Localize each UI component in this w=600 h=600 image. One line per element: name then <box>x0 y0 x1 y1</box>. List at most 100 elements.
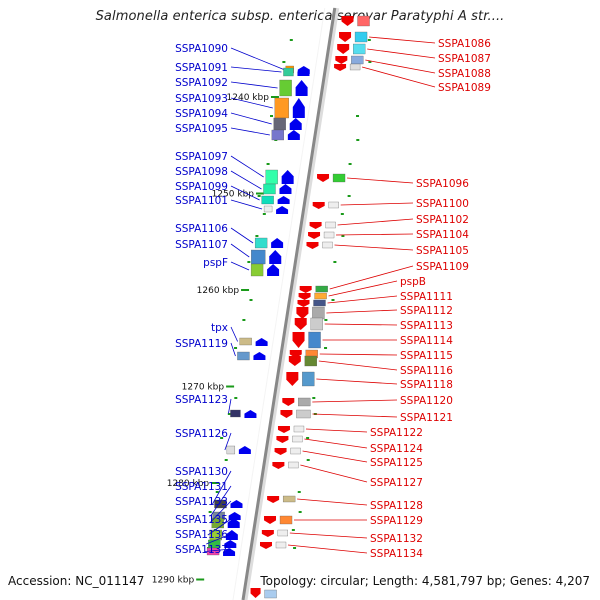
reverse-gene-box <box>293 425 305 433</box>
reverse-gene-arrow <box>335 56 348 64</box>
reverse-gene-box <box>279 515 293 525</box>
reverse-gene-label: SSPA1121 <box>400 412 453 424</box>
forward-gene-box <box>230 409 241 418</box>
reverse-gene-connector <box>334 244 414 251</box>
reverse-gene-connector <box>327 295 398 304</box>
forward-gene-connector <box>230 47 284 70</box>
forward-gene-arrow <box>289 118 302 130</box>
reverse-gene-label: SSPA1111 <box>400 291 453 303</box>
reverse-gene-arrow <box>277 426 290 433</box>
reverse-gene-arrow <box>292 332 305 348</box>
forward-gene-label: SSPA1093 <box>175 93 228 105</box>
reverse-gene-box <box>322 241 333 249</box>
reverse-gene-box <box>298 397 311 407</box>
forward-gene-connector <box>212 470 232 505</box>
reverse-gene-connector <box>340 202 414 206</box>
forward-gene-connector <box>230 261 250 271</box>
forward-gene-label: SSPA1099 <box>175 181 228 193</box>
reverse-gene-box <box>312 306 325 320</box>
reverse-gene-label: SSPA1115 <box>400 350 453 362</box>
scale-tick-label: 1250 kbp <box>212 190 255 200</box>
forward-gene-arrow <box>227 518 240 528</box>
reverse-gene-label: SSPA1104 <box>416 229 469 241</box>
reverse-gene-connector <box>336 233 414 236</box>
reverse-gene-label: SSPA1109 <box>416 261 469 273</box>
reverse-gene-arrow <box>337 44 350 54</box>
forward-gene-connector <box>230 155 264 178</box>
forward-gene-connector <box>230 243 250 258</box>
forward-gene-box <box>261 195 274 205</box>
reverse-gene-label: SSPA1132 <box>370 533 423 545</box>
forward-gene-label: SSPA1135 <box>175 514 228 526</box>
reverse-gene-arrow <box>298 293 311 300</box>
reverse-gene-connector <box>318 360 398 371</box>
scale-tick-label: 1260 kbp <box>197 286 240 296</box>
reverse-gene-box <box>304 355 317 367</box>
forward-gene-label: SSPA1091 <box>175 62 228 74</box>
forward-gene-label: SSPA1126 <box>175 428 228 440</box>
reverse-gene-connector <box>302 450 368 463</box>
reverse-gene-connector <box>312 413 398 418</box>
forward-gene-label: SSPA1133 <box>175 496 228 508</box>
reverse-gene-arrow <box>308 232 321 239</box>
forward-gene-arrow <box>281 170 294 184</box>
forward-gene-box <box>263 205 273 213</box>
reverse-gene-arrow <box>317 174 330 182</box>
reverse-gene-arrow <box>306 242 319 249</box>
reverse-gene-connector <box>326 309 398 314</box>
reverse-gene-box <box>315 285 328 293</box>
forward-gene-arrow <box>244 410 257 418</box>
reverse-gene-label: SSPA1122 <box>370 427 423 439</box>
forward-gene-arrow <box>230 500 243 508</box>
forward-gene-connector <box>230 66 282 73</box>
forward-gene-arrow <box>223 548 236 556</box>
reverse-gene-connector <box>304 438 368 449</box>
reverse-gene-connector <box>289 532 368 539</box>
reverse-gene-box <box>288 461 299 469</box>
forward-gene-arrow <box>271 238 284 248</box>
scale-tick-label: 1240 kbp <box>227 93 270 103</box>
forward-gene-connector <box>230 81 278 89</box>
forward-gene-label: SSPA1107 <box>175 239 228 251</box>
reverse-gene-connector <box>287 544 368 554</box>
reverse-gene-arrow <box>267 496 280 503</box>
forward-gene-connector <box>230 342 236 357</box>
forward-gene-label: SSPA1119 <box>175 338 228 350</box>
forward-gene-arrow <box>292 98 305 118</box>
reverse-gene-box <box>290 447 301 455</box>
reverse-gene-label: SSPA1128 <box>370 500 423 512</box>
reverse-gene-box <box>313 299 326 307</box>
reverse-gene-box <box>351 55 364 65</box>
reverse-gene-label: SSPA1112 <box>400 305 453 317</box>
reverse-gene-arrow <box>294 318 307 330</box>
accession-label: Accession: NC_011147 <box>8 574 145 588</box>
forward-gene-label: tpx <box>211 322 228 334</box>
forward-gene-box <box>283 67 294 77</box>
reverse-gene-label: pspB <box>400 276 426 288</box>
genome-title: Salmonella enterica subsp. enterica sero… <box>95 9 505 24</box>
reverse-gene-arrow <box>341 16 354 26</box>
reverse-gene-arrow <box>312 202 325 209</box>
reverse-gene-box <box>349 63 361 71</box>
forward-gene-connector <box>230 227 254 244</box>
forward-gene-box <box>279 79 292 97</box>
reverse-gene-box <box>357 15 370 27</box>
forward-gene-box <box>274 97 289 119</box>
forward-gene-arrow <box>277 196 290 204</box>
forward-gene-label: SSPA1137 <box>175 544 228 556</box>
reverse-gene-connector <box>305 428 368 433</box>
reverse-gene-arrow <box>272 462 285 469</box>
reverse-gene-label: SSPA1113 <box>400 320 453 332</box>
reverse-gene-box <box>332 173 346 183</box>
reverse-gene-box <box>308 331 321 349</box>
forward-gene-label: SSPA1098 <box>175 166 228 178</box>
reverse-gene-connector <box>312 399 398 403</box>
reverse-gene-box <box>354 31 368 43</box>
forward-gene-connector <box>230 185 260 201</box>
reverse-gene-box <box>296 409 311 419</box>
forward-gene-box <box>239 337 252 346</box>
reverse-gene-label: SSPA1089 <box>438 82 491 94</box>
forward-gene-label: pspF <box>203 257 228 269</box>
reverse-gene-box <box>314 292 327 300</box>
